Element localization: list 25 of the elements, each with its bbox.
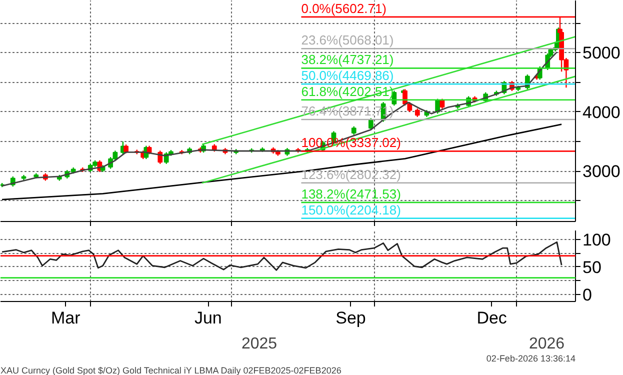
y-tick-label: 4000	[582, 102, 620, 122]
y-tick-label: 5000	[582, 44, 620, 63]
text: 2025	[241, 336, 278, 352]
ref-line-label: 123.6%(2802.32)	[301, 166, 401, 182]
x-tick-label: Sep	[336, 308, 366, 328]
ref-line-label: 150.0%(2204.18)	[301, 202, 401, 218]
ref-line-label: 0.0%(5602.71)	[301, 0, 387, 16]
ref-line-label: 50.0%(4469.86)	[301, 68, 394, 84]
ref-line-label: 38.2%(4737.21)	[301, 52, 394, 68]
line-series	[1, 241, 562, 271]
y-tick-label: 0	[582, 285, 592, 304]
y-tick-label: 50	[582, 258, 602, 277]
x-tick-label: Jun	[194, 308, 222, 328]
y-tick-label: 100	[582, 230, 611, 250]
y-tick-label: 3000	[582, 162, 620, 182]
text: 02-Feb-2026 13:36:14	[486, 354, 576, 364]
line-series	[1, 124, 562, 200]
ref-line-label: 23.6%(5068.01)	[301, 32, 394, 48]
text: XAU Curncy (Gold Spot $/Oz) Gold Technical iY LBMA Daily 02FEB2025-02FEB2026	[0, 366, 342, 375]
ref-line-label: 138.2%(2471.53)	[301, 186, 401, 202]
line-series	[1, 51, 558, 187]
candlestick	[368, 118, 374, 130]
x-tick-label: Dec	[476, 308, 508, 328]
x-tick-label: Mar	[50, 308, 81, 328]
text: 2026	[528, 336, 565, 352]
